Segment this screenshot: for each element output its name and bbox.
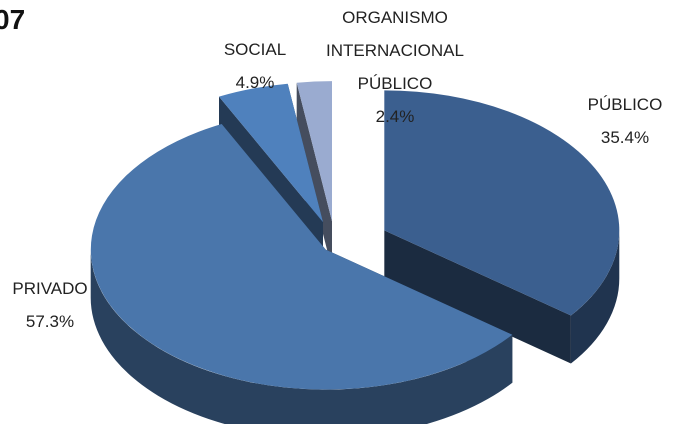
slice-side — [90, 249, 513, 424]
data-label: ORGANISMO INTERNACIONAL PÚBLICO 2.4% — [305, 1, 485, 133]
slice — [90, 124, 513, 390]
data-label: SOCIAL 4.9% — [190, 33, 320, 99]
data-label: PRIVADO 57.3% — [0, 272, 115, 338]
category-label: PÚBLICO — [587, 95, 663, 114]
slice-side — [570, 230, 620, 364]
data-label: PÚBLICO 35.4% — [560, 88, 679, 154]
slice-wall — [384, 230, 571, 364]
slice — [296, 81, 332, 222]
slice — [384, 90, 620, 316]
value-label: 57.3% — [25, 312, 75, 331]
category-label: PRIVADO — [12, 279, 88, 298]
category-label: SOCIAL — [223, 40, 287, 59]
category-label: ORGANISMO INTERNACIONAL PÚBLICO — [326, 8, 464, 93]
slice-wall — [296, 82, 332, 270]
chart-title: 07 — [0, 4, 26, 35]
value-label: 35.4% — [600, 128, 650, 147]
value-label: 4.9% — [235, 73, 275, 92]
value-label: 2.4% — [375, 107, 415, 126]
slice — [219, 83, 323, 223]
